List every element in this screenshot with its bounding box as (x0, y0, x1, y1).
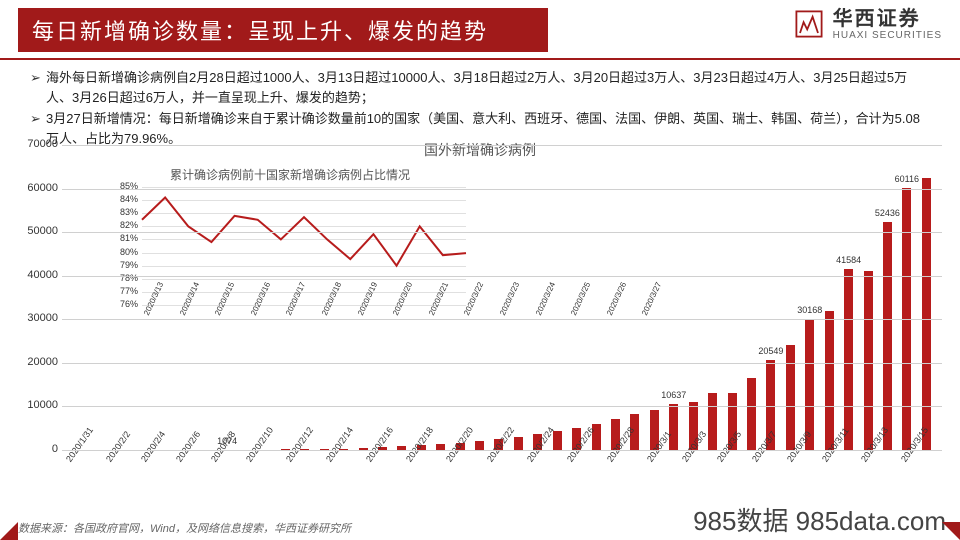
bar-slot (858, 271, 877, 450)
inset-x-labels: 2020/3/132020/3/142020/3/152020/3/162020… (142, 307, 466, 316)
bar (844, 269, 853, 450)
x-axis-labels: 2020/1/312020/2/22020/2/42020/2/62020/2/… (62, 450, 936, 500)
y-gridline (62, 145, 942, 146)
inset-line-svg (110, 185, 470, 309)
watermark: 985数据 985data.com (693, 501, 946, 538)
y-axis-tick: 70000 (18, 138, 58, 150)
y-axis-tick: 20000 (18, 356, 58, 368)
bar-slot (917, 178, 936, 450)
page-title: 每日新增确诊数量：呈现上升、爆发的趋势 (32, 14, 488, 46)
bar (825, 311, 834, 450)
bar-slot: 41584 (839, 269, 858, 450)
y-axis-tick: 30000 (18, 312, 58, 324)
bar (922, 178, 931, 450)
logo-text-cn: 华西证券 (833, 8, 942, 30)
y-gridline (62, 232, 942, 233)
y-axis-tick: 60000 (18, 182, 58, 194)
inset-chart: 累计确诊病例前十国家新增确诊病例占比情况 76%77%78%79%80%81%8… (110, 166, 470, 356)
logo-icon (791, 6, 827, 42)
y-gridline (62, 189, 942, 190)
header: 每日新增确诊数量：呈现上升、爆发的趋势 华西证券 HUAXI SECURITIE… (0, 0, 960, 60)
y-gridline (62, 276, 942, 277)
bar-value-label: 60116 (895, 174, 919, 184)
bar (864, 271, 873, 450)
bar (786, 345, 795, 450)
y-gridline (62, 319, 942, 320)
bullet-item: 海外每日新增确诊病例自2月28日超过1000人、3月13日超过10000人、3月… (30, 68, 930, 107)
inset-plot: 76%77%78%79%80%81%82%83%84%85%2020/3/132… (110, 185, 470, 355)
y-axis-tick: 10000 (18, 399, 58, 411)
y-axis-tick: 50000 (18, 225, 58, 237)
logo: 华西证券 HUAXI SECURITIES (791, 6, 942, 42)
bar-slot (781, 345, 800, 450)
bar-slot: 52436 (878, 222, 897, 450)
title-bar: 每日新增确诊数量：呈现上升、爆发的趋势 (18, 8, 548, 52)
corner-decoration-br (942, 522, 960, 540)
y-gridline (62, 450, 942, 451)
corner-decoration-bl (0, 522, 18, 540)
inset-chart-title: 累计确诊病例前十国家新增确诊病例占比情况 (110, 166, 470, 185)
source-text: 数据来源：各国政府官网，Wind，及网络信息搜索，华西证券研究所 (18, 520, 351, 536)
bar-value-label: 41584 (836, 255, 861, 265)
main-chart: 国外新增确诊病例 1074106372054930168415845243660… (18, 140, 942, 500)
bar-value-label: 10637 (661, 390, 686, 400)
y-axis-tick: 40000 (18, 269, 58, 281)
y-gridline (62, 363, 942, 364)
y-axis-tick: 0 (18, 443, 58, 455)
bar (883, 222, 892, 450)
y-gridline (62, 406, 942, 407)
logo-text-en: HUAXI SECURITIES (833, 30, 942, 41)
bar-slot (819, 311, 838, 450)
